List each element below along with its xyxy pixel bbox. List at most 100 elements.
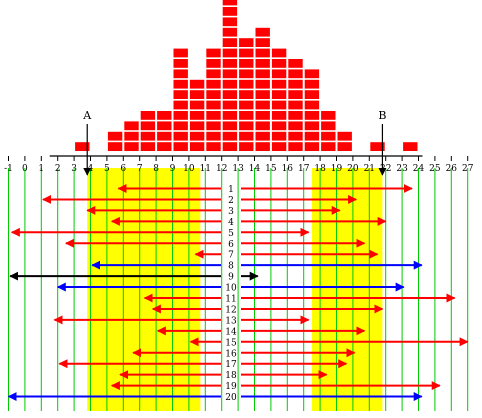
interval-label: 12 — [225, 305, 236, 315]
histogram-cell — [206, 111, 221, 120]
histogram-cell — [222, 111, 238, 120]
interval-label: 16 — [225, 349, 237, 359]
histogram-bar-13 — [239, 38, 254, 151]
interval-label: 5 — [228, 229, 234, 239]
histogram-cell — [222, 59, 238, 68]
histogram-cell — [173, 48, 188, 58]
interval-17: 17 — [58, 359, 348, 370]
histogram-cell — [140, 121, 156, 131]
tick-label-12: 12 — [216, 164, 227, 174]
tick-label-13: 13 — [232, 164, 244, 174]
histogram-cell — [337, 131, 352, 141]
grid-lines — [8, 168, 469, 411]
marker-label-A: A — [82, 109, 92, 122]
interval-label: 4 — [228, 218, 234, 228]
histogram-cell — [222, 7, 238, 16]
shaded-region-1 — [87, 168, 201, 411]
histogram-cell — [255, 79, 270, 89]
histogram-cell — [321, 131, 336, 141]
histogram-cell — [206, 131, 221, 141]
histogram-cell — [157, 111, 172, 120]
tick-label-17: 17 — [298, 164, 310, 174]
histogram-cell — [255, 131, 270, 141]
histogram-cell — [173, 90, 188, 99]
histogram-cell — [107, 142, 123, 151]
interval-label: 14 — [225, 327, 237, 337]
interval-label: 6 — [228, 240, 234, 250]
interval-16: 16 — [132, 348, 356, 359]
histogram-cell — [271, 142, 287, 151]
histogram-bar-10 — [189, 79, 205, 151]
histogram-cell — [222, 69, 238, 79]
interval-10: 10 — [56, 282, 405, 294]
histogram-bar-5 — [107, 131, 123, 151]
histogram-cell — [222, 17, 238, 27]
histogram-cell — [239, 90, 254, 99]
histogram-cell — [173, 121, 188, 131]
histogram-cell — [271, 79, 287, 89]
histogram-cell — [189, 131, 205, 141]
histogram-cell — [222, 48, 238, 58]
histogram-bar-9 — [173, 48, 188, 151]
histogram-cell — [255, 142, 270, 151]
histogram-cell — [189, 90, 205, 99]
histogram-cell — [304, 111, 320, 120]
interval-label: 9 — [228, 273, 234, 283]
histogram-cell — [239, 142, 254, 151]
tick-label-9: 9 — [170, 164, 176, 174]
histogram-cell — [239, 111, 254, 120]
histogram-cell — [288, 79, 303, 89]
histogram-bar-17 — [304, 69, 320, 151]
interval-label: 1 — [228, 185, 234, 195]
histogram-cell — [255, 100, 270, 110]
tick-label-26: 26 — [446, 164, 458, 174]
tick-label--1: -1 — [4, 164, 13, 174]
histogram-cell — [239, 59, 254, 68]
histogram-cell — [239, 100, 254, 110]
histogram-cell — [173, 79, 188, 89]
histogram-cell — [124, 131, 139, 141]
shaded-regions — [87, 168, 383, 411]
histogram-cell — [140, 131, 156, 141]
histogram-bar-18 — [321, 111, 336, 151]
histogram-cell — [189, 142, 205, 151]
interval-1: 1 — [117, 184, 413, 195]
interval-9: 9 — [9, 271, 259, 283]
histogram-cell — [222, 38, 238, 47]
interval-2: 2 — [42, 194, 358, 206]
interval-label: 19 — [225, 382, 237, 392]
interval-18: 18 — [119, 370, 328, 381]
histogram-cell — [75, 142, 90, 151]
histogram-cell — [222, 121, 238, 131]
interval-label: 8 — [228, 262, 234, 272]
histogram-cell — [239, 38, 254, 47]
histogram-cell — [206, 48, 221, 58]
histogram-cell — [321, 121, 336, 131]
tick-label-27: 27 — [462, 164, 474, 174]
histogram-cell — [124, 142, 139, 151]
histogram-bar-7 — [140, 111, 156, 151]
tick-label-11: 11 — [200, 164, 211, 174]
histogram-cell — [255, 90, 270, 99]
tick-label-19: 19 — [331, 164, 343, 174]
histogram-cell — [288, 69, 303, 79]
histogram-cell — [206, 79, 221, 89]
interval-20: 20 — [7, 392, 423, 403]
histogram-cell — [239, 79, 254, 89]
interval-14: 14 — [156, 326, 366, 337]
tick-label-3: 3 — [71, 164, 77, 174]
histogram-cell — [288, 59, 303, 68]
interval-8: 8 — [91, 260, 423, 272]
histogram-cell — [222, 142, 238, 151]
interval-4: 4 — [110, 216, 387, 228]
histogram-cell — [304, 69, 320, 79]
histogram-cell — [173, 142, 188, 151]
histogram-cell — [304, 121, 320, 131]
histogram-bar-14 — [255, 27, 270, 151]
tick-label-6: 6 — [120, 164, 126, 174]
histogram-cell — [173, 111, 188, 120]
interval-label: 2 — [228, 196, 234, 206]
histogram-cell — [222, 79, 238, 89]
histogram-bar-16 — [288, 59, 303, 151]
